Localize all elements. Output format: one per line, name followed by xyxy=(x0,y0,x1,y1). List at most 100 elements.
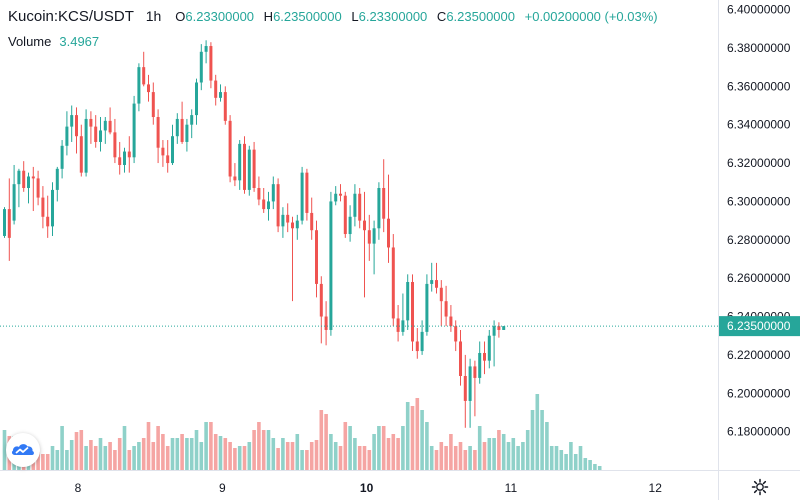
price-tick-label: 6.36000000 xyxy=(727,79,791,93)
candle xyxy=(171,124,174,165)
candle xyxy=(228,115,232,183)
candle xyxy=(487,329,491,369)
candle xyxy=(401,293,405,336)
candle-body xyxy=(439,287,443,302)
candle xyxy=(147,74,150,102)
low-label: L xyxy=(351,9,359,24)
price-tick-label: 6.38000000 xyxy=(727,41,791,55)
volume-bar xyxy=(276,448,280,470)
candle xyxy=(219,84,222,102)
volume-bar xyxy=(410,406,415,470)
volume-bar xyxy=(463,450,468,470)
volume-bar xyxy=(540,410,544,470)
candle xyxy=(156,109,160,164)
candle xyxy=(420,320,424,355)
candle xyxy=(180,101,184,144)
candle xyxy=(468,358,472,428)
candle-body xyxy=(358,193,362,221)
volume-bar xyxy=(458,442,463,470)
candle xyxy=(257,176,261,206)
timeframe-label[interactable]: 1h xyxy=(145,8,162,24)
candle-body xyxy=(334,193,338,202)
volume-bar xyxy=(209,422,213,470)
candle-body xyxy=(195,82,198,116)
volume-bar xyxy=(477,426,482,470)
candle xyxy=(247,145,251,196)
candle-body xyxy=(396,318,400,332)
candle-body xyxy=(291,222,294,229)
time-axis[interactable]: 8 9 10 11 12 xyxy=(75,481,663,495)
volume-label[interactable]: Volume xyxy=(8,34,52,49)
candle-body xyxy=(185,124,189,142)
high-label: H xyxy=(263,9,274,24)
candle xyxy=(132,95,136,164)
candle-body xyxy=(459,341,462,376)
candle xyxy=(103,117,107,144)
candle-body xyxy=(103,120,107,131)
candle xyxy=(214,74,218,106)
candle xyxy=(99,117,102,152)
volume-bar xyxy=(362,446,367,470)
candle xyxy=(319,276,323,344)
volume-bar xyxy=(367,450,372,470)
high-value: 6.23500000 xyxy=(273,9,342,24)
candle-body xyxy=(137,67,141,104)
volume-bar xyxy=(372,434,376,470)
candle-body xyxy=(343,195,347,235)
symbol-name[interactable]: Kucoin:KCS/USDT xyxy=(8,8,134,25)
candle-body xyxy=(483,352,486,361)
candle xyxy=(377,182,381,240)
candle-body xyxy=(233,176,237,181)
volume-bar xyxy=(103,446,108,470)
volume-bar xyxy=(588,460,592,470)
volume-bar xyxy=(132,446,136,470)
volume-bar xyxy=(444,446,448,470)
candle xyxy=(339,184,342,202)
volume-bar xyxy=(425,422,429,470)
candle-body xyxy=(478,352,482,378)
volume-bar xyxy=(535,394,540,470)
candle-body xyxy=(319,283,323,317)
candle xyxy=(223,86,227,125)
candle-body xyxy=(190,115,194,125)
volume-bar xyxy=(516,446,520,470)
candle xyxy=(271,176,275,210)
candle xyxy=(199,44,203,91)
candle-body xyxy=(300,172,304,221)
gear-icon[interactable] xyxy=(750,477,770,497)
volume-bar xyxy=(506,442,511,470)
candle xyxy=(415,328,419,359)
candle-body xyxy=(257,188,261,200)
candle xyxy=(430,262,434,292)
volume-bar xyxy=(228,442,232,470)
volume-bar xyxy=(281,438,285,470)
volume-bar xyxy=(247,442,252,470)
volume-bar xyxy=(295,434,300,470)
volume-bar xyxy=(223,438,228,470)
tradingview-cloud-icon[interactable] xyxy=(6,433,40,467)
candle-body xyxy=(36,178,40,198)
candle xyxy=(435,262,438,294)
candle xyxy=(70,105,74,142)
candle xyxy=(502,326,506,330)
candle-body xyxy=(147,84,150,93)
volume-bar xyxy=(55,450,60,470)
candle xyxy=(444,285,448,327)
volume-bar xyxy=(41,454,45,470)
candle xyxy=(310,197,314,240)
candle-body xyxy=(113,132,117,158)
price-axis[interactable]: 6.40000000 6.38000000 6.36000000 6.34000000… xyxy=(727,3,791,439)
volume-bar xyxy=(285,442,290,470)
volume-bar xyxy=(569,442,573,470)
volume-bar xyxy=(79,430,84,470)
volume-bar xyxy=(439,442,444,470)
candle xyxy=(151,82,155,125)
candle xyxy=(473,360,477,417)
candle xyxy=(127,136,131,173)
volume-bar xyxy=(165,446,170,470)
candle xyxy=(36,170,40,206)
candle xyxy=(391,234,395,327)
change-value: +0.00200000 (+0.03%) xyxy=(524,9,658,24)
candle-body xyxy=(353,193,357,217)
